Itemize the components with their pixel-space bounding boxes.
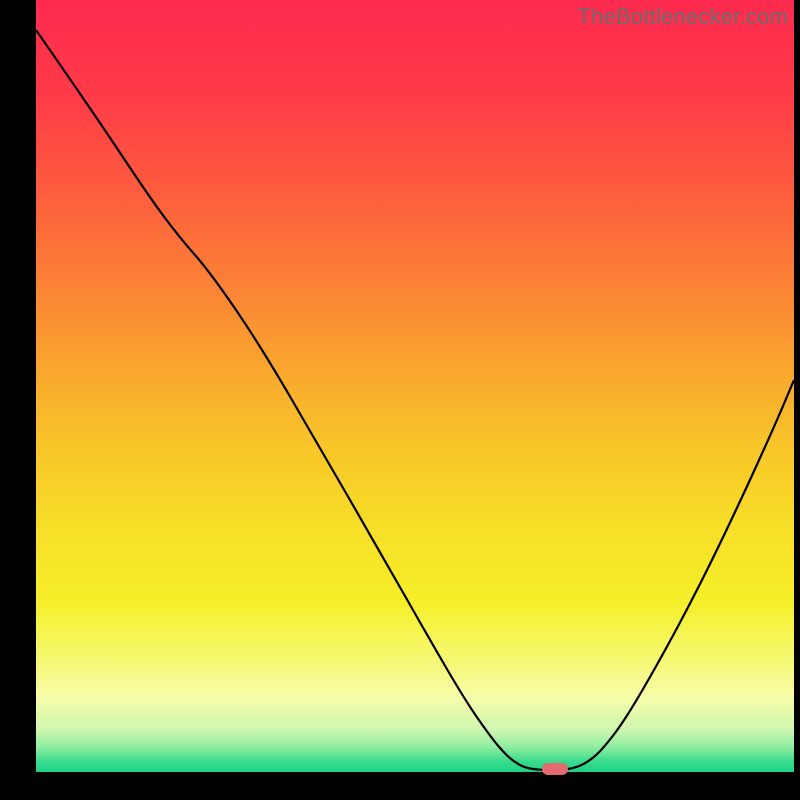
plot-area <box>36 0 794 772</box>
watermark-text: TheBottlenecker.com <box>578 4 788 30</box>
chart-frame: TheBottlenecker.com <box>0 0 800 800</box>
optimal-marker <box>542 763 568 775</box>
bottleneck-chart <box>0 0 800 800</box>
